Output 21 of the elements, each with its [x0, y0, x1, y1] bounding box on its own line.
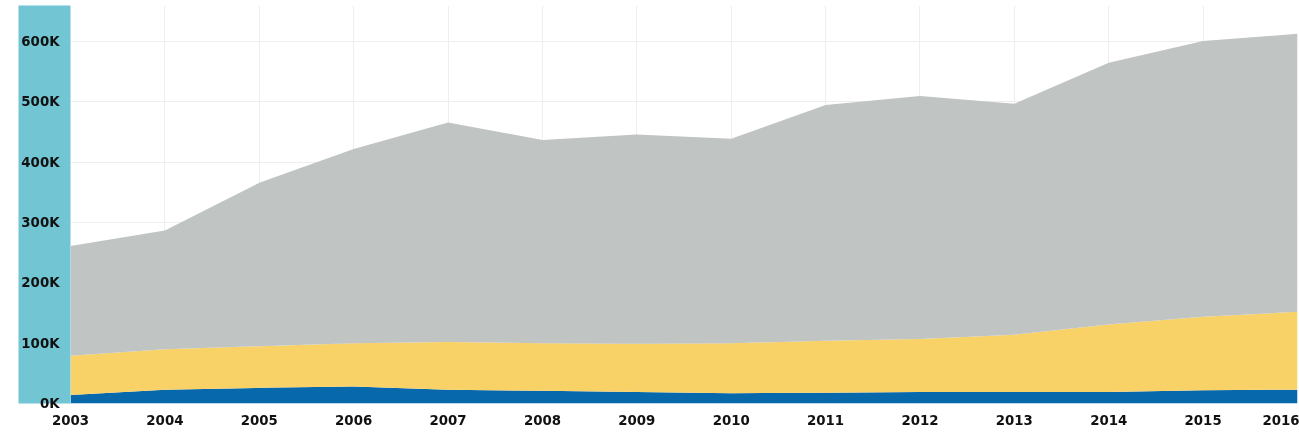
x-tick-label: 2009	[618, 412, 656, 428]
x-tick-label: 2015	[1184, 412, 1222, 428]
x-tick-label: 2010	[712, 412, 750, 428]
y-tick-label: 200K	[21, 275, 61, 291]
x-tick-label: 2014	[1090, 412, 1128, 428]
x-tick-label: 2004	[146, 412, 184, 428]
y-tick-label: 500K	[21, 94, 61, 110]
y-tick-label: 400K	[21, 154, 61, 170]
y-tick-label: 600K	[21, 34, 61, 50]
x-tick-label: 2005	[240, 412, 278, 428]
y-tick-label: 100K	[21, 335, 61, 351]
x-tick-label: 2013	[995, 412, 1033, 428]
y-tick-label: 300K	[21, 215, 61, 231]
x-tick-label: 2011	[807, 412, 845, 428]
x-tick-label: 2007	[429, 412, 467, 428]
x-tick-label: 2012	[901, 412, 939, 428]
y-tick-label: 0K	[39, 396, 61, 411]
x-tick-label: 2008	[523, 412, 561, 428]
x-tick-label: 2016	[1262, 412, 1299, 428]
x-tick-label: 2006	[335, 412, 373, 428]
x-tick-label: 2003	[51, 412, 90, 428]
